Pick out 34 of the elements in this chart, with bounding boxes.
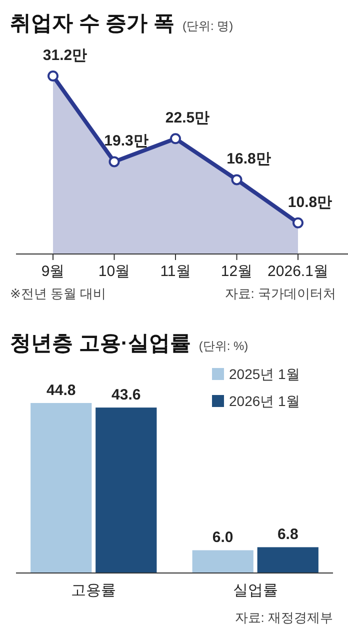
- chart-subtitle: (단위: %): [198, 339, 248, 353]
- annotation: ※전년 동월 대비: [10, 286, 106, 301]
- chart-subtitle: (단위: 명): [182, 19, 234, 33]
- point: [231, 174, 242, 186]
- text: 자료: 재정경제부: [234, 610, 333, 625]
- bar: [257, 547, 318, 573]
- point: [108, 156, 120, 168]
- x-tick-label: 실업률: [232, 582, 278, 599]
- x-tick-label: 12월: [220, 263, 253, 280]
- x-tick-label: 11월: [160, 263, 191, 280]
- point: [292, 217, 304, 228]
- data-label: 10.8만: [288, 194, 332, 211]
- chart-title: 취업자 수 증가 폭: [10, 12, 175, 35]
- x-tick-label: 고용률: [71, 582, 116, 599]
- annotation: 자료: 국가데이터처: [224, 286, 336, 301]
- data-label: 6.0: [212, 529, 234, 546]
- data-label: 19.3만: [104, 132, 148, 150]
- legend-label: 2025년 1월: [229, 366, 300, 382]
- x-tick-label: 10월: [98, 263, 130, 280]
- chart-title: 청년층 고용·실업률: [10, 332, 191, 355]
- bar: [96, 408, 157, 573]
- data-label: 6.8: [277, 526, 298, 544]
- bar: [192, 550, 254, 573]
- point: [170, 133, 181, 144]
- data-label: 16.8만: [226, 150, 271, 168]
- data-label: 31.2만: [42, 47, 88, 64]
- bar: [30, 403, 92, 573]
- data-label: 43.6: [112, 386, 141, 404]
- data-label: 22.5만: [165, 110, 210, 127]
- data-label: 44.8: [46, 382, 76, 399]
- x-tick-label: 2026.1월: [268, 263, 328, 280]
- point: [48, 70, 58, 82]
- x-tick-label: 9월: [41, 263, 65, 280]
- legend-label: 2026년 1월: [229, 393, 300, 409]
